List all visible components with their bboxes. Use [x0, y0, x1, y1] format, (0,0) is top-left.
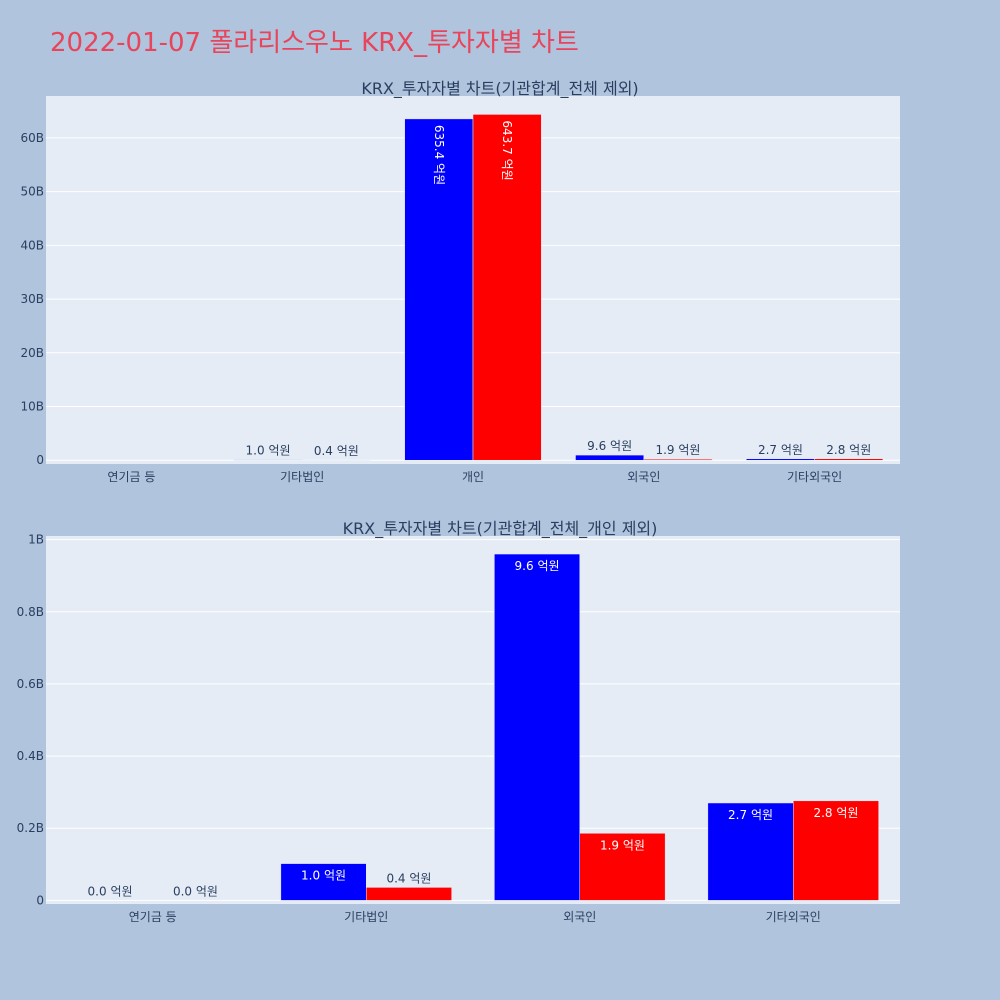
chart-title: KRX_투자자별 차트(기관합계_전체_개인 제외) [343, 519, 658, 539]
chart-investor-excl-individual: KRX_투자자별 차트(기관합계_전체_개인 제외) 0 0.2B 0.4B 0.6B 0… [17, 519, 900, 924]
bar [404, 118, 474, 461]
x-tick-label: 연기금 등 [107, 470, 155, 484]
chart-investor-all: KRX_투자자별 차트(기관합계_전체 제외) 0 10B 20B 30B 40B 50B 6… [20, 79, 900, 484]
y-tick-label: 60B [20, 131, 44, 145]
y-tick-label: 0.4B [17, 749, 44, 763]
y-tick-label: 20B [20, 346, 44, 360]
data-label: 1.9 억원 [655, 443, 700, 457]
x-tick-label: 외국인 [627, 470, 660, 484]
y-tick-label: 1B [28, 533, 44, 547]
y-tick-label: 0 [36, 893, 44, 907]
x-tick-label: 기타법인 [280, 470, 324, 484]
bar [472, 114, 542, 461]
bar [643, 458, 713, 461]
y-tick-label: 0.6B [17, 677, 44, 691]
data-label: 1.9 억원 [600, 838, 645, 852]
data-label: 2.7 억원 [758, 443, 803, 457]
x-tick-label: 기타법인 [344, 910, 388, 924]
bar [280, 863, 367, 901]
x-tick-label: 연기금 등 [129, 910, 177, 924]
y-tick-label: 40B [20, 238, 44, 252]
data-label: 635.4 억원 [432, 125, 446, 185]
bar [814, 458, 884, 461]
x-tick-label: 외국인 [563, 910, 596, 924]
data-label: 1.0 억원 [246, 444, 291, 458]
data-label: 2.8 억원 [826, 443, 871, 457]
bar [579, 833, 666, 901]
bar [366, 887, 452, 901]
y-tick-label: 10B [20, 400, 44, 414]
y-tick-label: 50B [20, 185, 44, 199]
data-label: 9.6 억원 [515, 559, 560, 573]
x-tick-label: 기타외국인 [766, 910, 821, 924]
data-label: 0.4 억원 [386, 871, 431, 885]
bar [793, 800, 879, 901]
data-label: 0.4 억원 [314, 444, 359, 458]
chart-title: KRX_투자자별 차트(기관합계_전체 제외) [361, 79, 638, 99]
data-label: 1.0 억원 [301, 869, 346, 883]
y-tick-label: 0.2B [17, 821, 44, 835]
data-label: 0.0 억원 [173, 884, 218, 898]
data-label: 2.7 억원 [728, 808, 773, 822]
y-tick-label: 30B [20, 292, 44, 306]
bar [575, 454, 645, 461]
y-tick-label: 0 [36, 453, 44, 467]
bar [233, 459, 303, 461]
page-title: 2022-01-07 폴라리스우노 KRX_투자자별 차트 [50, 28, 579, 58]
x-tick-label: 기타외국인 [787, 470, 842, 484]
data-label: 643.7 억원 [500, 120, 514, 180]
data-label: 2.8 억원 [813, 806, 858, 820]
x-tick-label: 개인 [462, 470, 484, 484]
bar [494, 553, 581, 901]
y-tick-label: 0.8B [17, 605, 44, 619]
data-label: 0.0 억원 [88, 884, 133, 898]
bar [707, 802, 794, 901]
bar [746, 458, 815, 461]
data-label: 9.6 억원 [587, 439, 632, 453]
